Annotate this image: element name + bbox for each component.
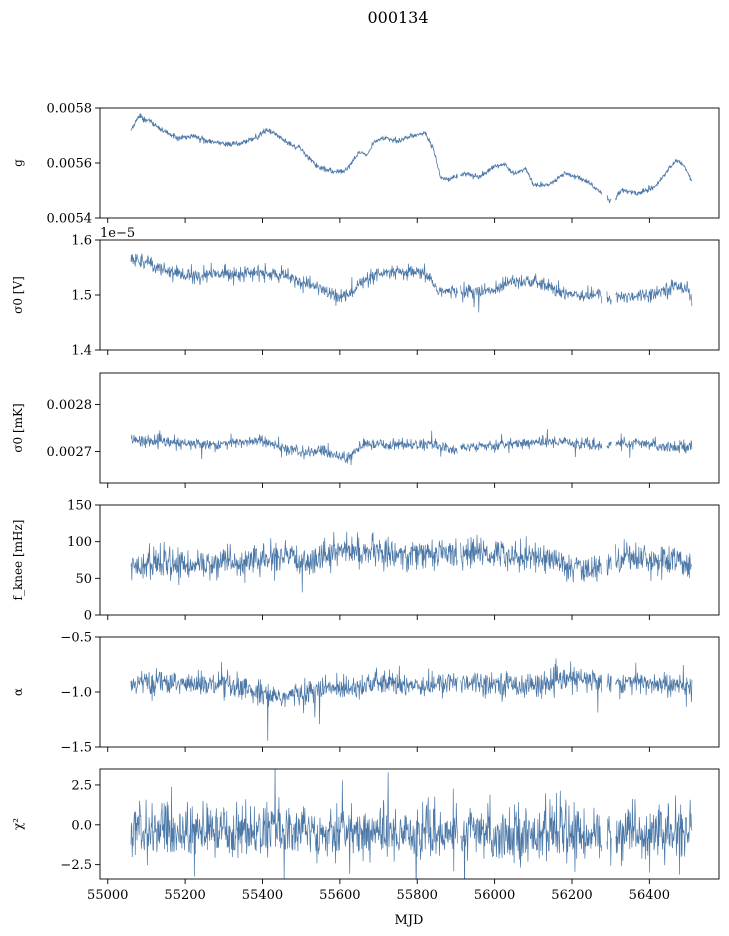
xtick-label-0: 55000: [87, 888, 128, 903]
ytick-label-g-1: 0.0056: [47, 157, 93, 172]
ytick-label-sigma0_mk-1: 0.0028: [47, 398, 93, 413]
panel-chi2: −2.5 0.0 2.5 55000 55200 55400 55600 55800 56000…: [11, 768, 720, 903]
ytick-label-sigma0_v-1: 1.5: [71, 289, 92, 304]
ytick-label-fknee-3: 150: [67, 499, 92, 514]
ytick-label-alpha-0: −1.5: [60, 741, 92, 756]
xtick-label-6: 56200: [551, 888, 592, 903]
axes-frame-sigma0_mk: [99, 372, 720, 484]
ytick-label-fknee-2: 100: [67, 535, 92, 550]
series-line-sigma0_v: [130, 253, 693, 313]
panel-fknee: 0 50 100 150 f_knee [mHz]: [11, 499, 720, 624]
ytick-label-sigma0_v-2: 1.6: [71, 234, 92, 249]
offset-text-sigma0_v: 1e−5: [100, 226, 135, 241]
axes-frame-fknee: [99, 504, 720, 616]
panel-sigma0_mk: 0.0027 0.0028 σ0 [mK]: [11, 372, 720, 488]
xtick-label-4: 55800: [397, 888, 438, 903]
panel-sigma0_v: 1.4 1.5 1.6 σ0 [V] 1e−5: [11, 226, 720, 359]
ylabel-chi2: χ²: [11, 818, 25, 830]
ylabel-sigma0_mk: σ0 [mK]: [11, 403, 25, 452]
ytick-label-alpha-1: −1.0: [60, 686, 92, 701]
ylabel-alpha: α: [11, 688, 25, 696]
x-axis-label: MJD: [395, 913, 424, 928]
ytick-label-g-0: 0.0054: [47, 212, 93, 227]
axes-frame-chi2: [99, 768, 720, 880]
xtick-label-2: 55400: [242, 888, 283, 903]
axes-frame-sigma0_v: [99, 239, 720, 351]
series-line-alpha: [130, 658, 693, 741]
panel-alpha: −1.5 −1.0 −0.5 α: [11, 631, 720, 756]
ytick-label-g-2: 0.0058: [47, 102, 93, 117]
axes-frame-g: [99, 107, 720, 219]
panel-g: 0.0054 0.0056 0.0058 g: [11, 102, 720, 227]
ytick-label-fknee-1: 50: [75, 572, 92, 587]
series-line-chi2: [130, 769, 693, 879]
ytick-label-sigma0_v-0: 1.4: [71, 344, 92, 359]
ytick-label-alpha-2: −0.5: [60, 631, 92, 646]
ytick-label-fknee-0: 0: [84, 609, 92, 624]
figure-title: 000134: [367, 8, 428, 27]
ytick-label-sigma0_mk-0: 0.0027: [47, 445, 93, 460]
ytick-label-chi2-2: 2.5: [71, 778, 92, 793]
series-line-sigma0_mk: [130, 428, 693, 466]
xtick-label-3: 55600: [319, 888, 360, 903]
xtick-label-5: 56000: [474, 888, 515, 903]
series-line-fknee: [130, 531, 693, 593]
ylabel-g: g: [11, 159, 25, 167]
ylabel-fknee: f_knee [mHz]: [11, 520, 25, 601]
ytick-label-chi2-1: 0.0: [71, 818, 92, 833]
series-line-g: [130, 113, 693, 204]
ylabel-sigma0_v: σ0 [V]: [11, 276, 25, 314]
ytick-label-chi2-0: −2.5: [60, 858, 92, 873]
xtick-label-7: 56400: [629, 888, 670, 903]
axes-frame-alpha: [99, 636, 720, 748]
xtick-label-1: 55200: [164, 888, 205, 903]
